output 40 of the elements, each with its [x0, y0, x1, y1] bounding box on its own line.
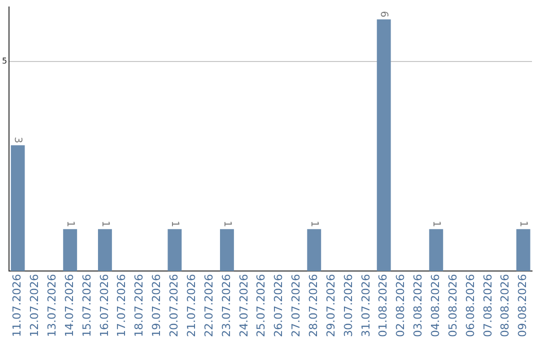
x-tick-label: 27.07.2026 — [290, 274, 303, 338]
data-label: 1 — [221, 220, 232, 228]
data-label: 1 — [308, 220, 320, 228]
x-tick-label: 19.07.2026 — [150, 274, 164, 338]
x-tick-label: 07.08.2026 — [481, 274, 494, 338]
x-tick-label: 14.07.2026 — [62, 274, 76, 338]
x-tick-label: 01.08.2026 — [376, 274, 390, 338]
data-label: 6 — [378, 11, 390, 18]
x-tick-label: 22.07.2026 — [202, 274, 216, 338]
x-tick-label: 26.07.2026 — [272, 274, 286, 338]
x-tick-label: 16.07.2026 — [98, 274, 111, 338]
x-tick-label: 15.07.2026 — [80, 274, 94, 338]
x-tick-label: 05.08.2026 — [446, 274, 460, 338]
data-label: 3 — [12, 136, 24, 144]
x-tick-label: 04.08.2026 — [428, 274, 442, 338]
x-tick-label: 12.07.2026 — [28, 274, 42, 338]
data-label: 1 — [169, 220, 180, 228]
x-tick-label: 06.08.2026 — [464, 274, 477, 338]
x-tick-label: 25.07.2026 — [254, 274, 268, 338]
x-tick-label: 23.07.2026 — [220, 274, 233, 338]
x-tick-label: 21.07.2026 — [184, 274, 198, 338]
x-tick-label: 30.07.2026 — [342, 274, 355, 338]
x-tick-label: 13.07.2026 — [46, 274, 59, 338]
data-label: 1 — [64, 220, 76, 228]
x-tick-label: 31.07.2026 — [359, 274, 372, 338]
x-tick-label: 02.08.2026 — [394, 274, 408, 338]
x-tick-label: 11.07.2026 — [10, 274, 24, 338]
x-tick-label: 18.07.2026 — [132, 274, 146, 338]
x-tick-label: 20.07.2026 — [168, 274, 181, 338]
x-tick-label: 24.07.2026 — [237, 274, 250, 338]
y-tick-label: 5 — [2, 56, 8, 66]
data-label: 1 — [518, 220, 529, 228]
x-tick-label: 03.08.2026 — [412, 274, 425, 338]
x-tick-label: 08.08.2026 — [498, 274, 512, 338]
data-label: 1 — [99, 220, 110, 228]
x-tick-label: 17.07.2026 — [115, 274, 128, 338]
x-tick-label: 28.07.2026 — [306, 274, 320, 338]
x-tick-label: 09.08.2026 — [516, 274, 530, 338]
x-tick-label: 29.07.2026 — [324, 274, 338, 338]
data-label: 1 — [430, 220, 442, 228]
